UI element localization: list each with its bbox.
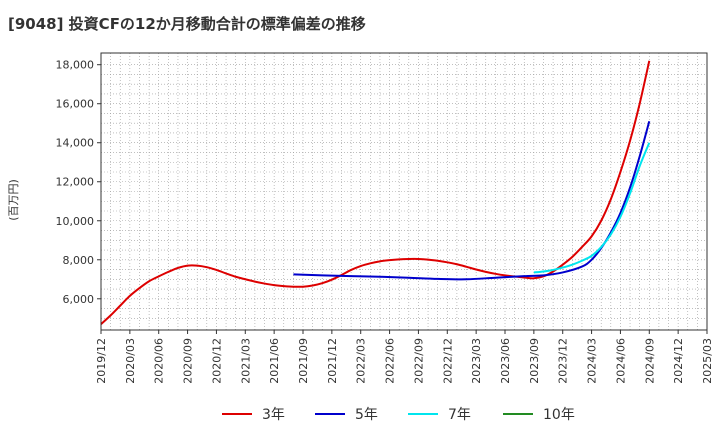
x-tick-label: 2021/12: [326, 338, 339, 384]
x-tick-label: 2021/06: [268, 338, 281, 384]
x-tick-label: 2020/06: [153, 338, 166, 384]
x-tick-label: 2020/12: [210, 338, 223, 384]
legend-label: 3年: [262, 407, 285, 423]
x-tick-label: 2024/09: [643, 338, 656, 384]
x-ticks: 2019/12 2020/03 2020/06 2020/09 2020/12 2021/…: [95, 330, 714, 384]
x-tick-label: 2022/09: [412, 338, 425, 384]
y-tick-label: 14,000: [56, 137, 95, 150]
series-line-0: [100, 60, 651, 325]
y-tick-label: 12,000: [56, 176, 95, 189]
y-tick-label: 10,000: [56, 215, 95, 228]
chart-title: [9048] 投資CFの12か月移動合計の標準偏差の推移: [8, 15, 366, 33]
legend-label: 5年: [355, 407, 378, 423]
x-tick-label: 2023/09: [528, 338, 541, 384]
x-tick-label: 2020/03: [124, 338, 137, 384]
x-tick-label: 2024/03: [586, 338, 599, 384]
x-tick-label: 2020/09: [182, 338, 195, 384]
x-tick-label: 2022/03: [355, 338, 368, 384]
series-line-1: [293, 121, 651, 281]
x-tick-label: 2019/12: [95, 338, 108, 384]
x-tick-label: 2022/12: [441, 338, 454, 384]
grid: [100, 53, 708, 330]
y-axis-label: (百万円): [7, 179, 20, 221]
x-tick-label: 2024/06: [614, 338, 627, 384]
legend: 3年 5年 7年 10年: [222, 407, 575, 423]
x-tick-label: 2023/03: [470, 338, 483, 384]
x-tick-label: 2025/03: [701, 338, 714, 384]
y-tick-label: 16,000: [56, 98, 95, 111]
y-tick-label: 18,000: [56, 59, 95, 72]
plot-frame: [100, 52, 708, 331]
y-tick-label: 6,000: [63, 293, 95, 306]
x-tick-label: 2021/03: [239, 338, 252, 384]
series-line-2: [533, 142, 651, 274]
x-tick-label: 2023/06: [499, 338, 512, 384]
x-tick-label: 2023/12: [557, 338, 570, 384]
legend-label: 10年: [543, 407, 575, 423]
y-ticks: 6,000 8,000 10,000 12,000 14,000 16,000 18,000: [56, 59, 101, 306]
x-tick-label: 2022/06: [384, 338, 397, 384]
legend-label: 7年: [448, 407, 471, 423]
series-lines: [100, 60, 651, 325]
y-tick-label: 8,000: [63, 254, 95, 267]
x-tick-label: 2021/09: [297, 338, 310, 384]
x-tick-label: 2024/12: [672, 338, 685, 384]
